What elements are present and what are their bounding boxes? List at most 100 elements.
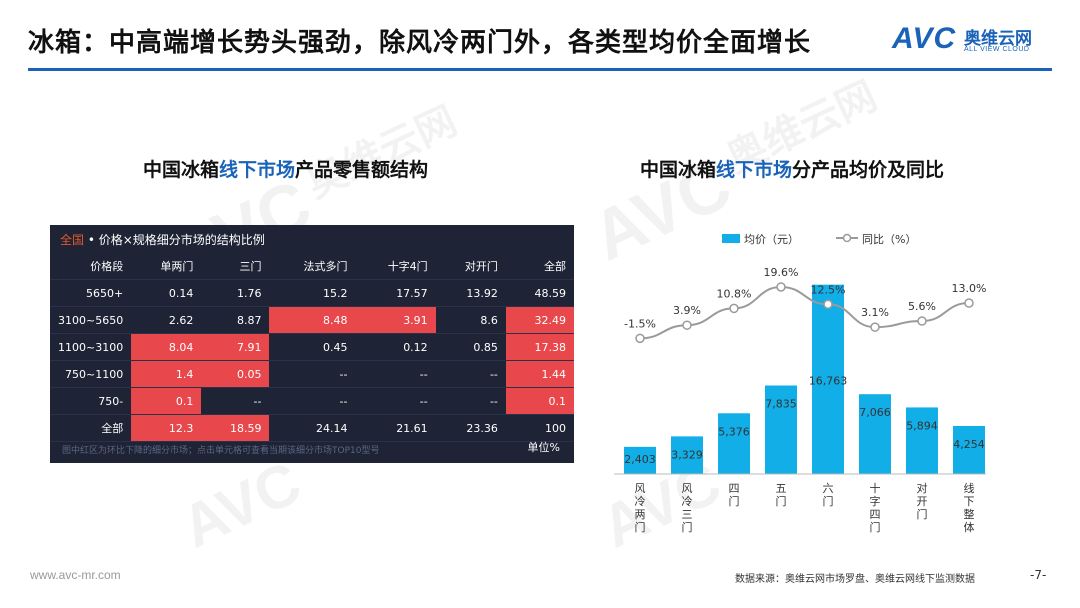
- watermark-avc-bottom-left: AVC: [171, 448, 311, 561]
- x-tick-label: 六门: [823, 482, 834, 508]
- left-section-title: 中国冰箱线下市场产品零售额结构: [143, 155, 428, 182]
- table-cell[interactable]: --: [435, 360, 506, 388]
- scope-selector[interactable]: 全国: [60, 233, 85, 247]
- yoy-data-label: -1.5%: [624, 317, 656, 330]
- column-header: 三门: [201, 253, 270, 280]
- bar-data-label: 5,376: [718, 425, 750, 438]
- legend-label-bar: 均价（元）: [744, 233, 799, 246]
- table-cell[interactable]: 8.6: [435, 306, 506, 334]
- yoy-marker[interactable]: [870, 322, 880, 332]
- right-title-post: 分产品均价及同比: [792, 159, 945, 181]
- table-cell[interactable]: --: [435, 387, 506, 415]
- bar[interactable]: [671, 436, 703, 474]
- table-cell[interactable]: 100: [505, 414, 574, 442]
- bar[interactable]: [765, 385, 797, 474]
- bar-data-label: 16,763: [809, 375, 848, 388]
- table-cell[interactable]: 0.05: [201, 360, 270, 388]
- bar[interactable]: [906, 407, 938, 474]
- table-cell[interactable]: 1.44: [505, 360, 574, 388]
- left-title-highlight: 线下市场: [219, 159, 296, 181]
- yoy-data-label: 3.9%: [673, 304, 701, 317]
- table-header-row: 价格段 单两门 三门 法式多门 十字4门 对开门 全部: [50, 253, 574, 280]
- site-url[interactable]: www.avc-mr.com: [30, 568, 121, 582]
- x-tick-label: 四门: [729, 482, 740, 508]
- yoy-marker[interactable]: [776, 282, 786, 292]
- logo-avc-text: AVC: [892, 22, 957, 55]
- yoy-marker[interactable]: [964, 298, 974, 308]
- table-cell[interactable]: --: [355, 360, 436, 388]
- structure-table: 价格段 单两门 三门 法式多门 十字4门 对开门 全部 5650+ 0.14 1.7…: [50, 253, 574, 442]
- slide-title: 冰箱：中高端增长势头强劲，除风冷两门外，各类型均价全面增长: [28, 28, 812, 58]
- table-cell[interactable]: 0.14: [131, 279, 202, 307]
- x-tick-label: 对开门: [917, 481, 928, 521]
- table-cell[interactable]: --: [269, 387, 356, 415]
- table-cell[interactable]: 8.04: [131, 333, 202, 361]
- table-cell[interactable]: --: [355, 387, 436, 415]
- yoy-data-label: 3.1%: [861, 306, 889, 319]
- table-cell[interactable]: 0.1: [131, 387, 202, 415]
- right-section-title: 中国冰箱线下市场分产品均价及同比: [640, 155, 944, 182]
- table-row: 750- 0.1 -- -- -- -- 0.1: [50, 387, 574, 415]
- legend-marker: [842, 233, 852, 243]
- yoy-marker[interactable]: [682, 320, 692, 330]
- table-row: 5650+ 0.14 1.76 15.2 17.57 13.92 48.59: [50, 279, 574, 307]
- table-cell[interactable]: 18.59: [201, 414, 270, 442]
- column-header: 价格段: [50, 253, 132, 280]
- watermark-cn-left: 奥维云网: [299, 98, 464, 207]
- table-cell[interactable]: --: [269, 360, 356, 388]
- table-cell[interactable]: 1.76: [201, 279, 270, 307]
- row-label: 750-: [50, 387, 132, 415]
- row-label: 3100~5650: [50, 306, 132, 334]
- table-cell[interactable]: 0.1: [505, 387, 574, 415]
- table-cell[interactable]: 24.14: [269, 414, 356, 442]
- table-cell[interactable]: 13.92: [435, 279, 506, 307]
- table-cell[interactable]: 21.61: [355, 414, 436, 442]
- right-title-pre: 中国冰箱: [640, 159, 717, 181]
- bar[interactable]: [953, 425, 985, 474]
- table-cell[interactable]: 8.48: [269, 306, 356, 334]
- table-cell[interactable]: 0.85: [435, 333, 506, 361]
- bar[interactable]: [718, 413, 750, 474]
- table-cell[interactable]: 17.38: [505, 333, 574, 361]
- table-cell[interactable]: 17.57: [355, 279, 436, 307]
- table-cell[interactable]: 15.2: [269, 279, 356, 307]
- x-tick-label: 十字四门: [870, 481, 881, 534]
- table-cell[interactable]: 1.4: [131, 360, 202, 388]
- column-header: 法式多门: [269, 253, 356, 280]
- right-title-highlight: 线下市场: [716, 159, 793, 181]
- column-header: 单两门: [131, 253, 202, 280]
- table-cell[interactable]: 3.91: [355, 306, 436, 334]
- table-cell[interactable]: 23.36: [435, 414, 506, 442]
- row-label: 5650+: [50, 279, 132, 307]
- table-cell[interactable]: 7.91: [201, 333, 270, 361]
- table-cell[interactable]: 0.45: [269, 333, 356, 361]
- yoy-data-label: 13.0%: [952, 282, 987, 295]
- table-row: 3100~5650 2.62 8.87 8.48 3.91 8.6 32.49: [50, 306, 574, 334]
- row-label: 1100~3100: [50, 333, 132, 361]
- yoy-marker[interactable]: [635, 333, 645, 344]
- column-header: 对开门: [435, 253, 506, 280]
- yoy-marker[interactable]: [823, 299, 833, 310]
- table-cell[interactable]: 0.12: [355, 333, 436, 361]
- page-number: -7-: [1030, 568, 1047, 582]
- x-tick-label: 风冷三门: [682, 482, 693, 534]
- left-title-pre: 中国冰箱: [143, 159, 220, 181]
- left-title-post: 产品零售额结构: [295, 159, 429, 181]
- yoy-data-label: 5.6%: [908, 300, 936, 313]
- column-header: 全部: [505, 253, 574, 280]
- yoy-marker[interactable]: [917, 316, 927, 326]
- table-cell[interactable]: 2.62: [131, 306, 202, 334]
- bar[interactable]: [812, 284, 844, 474]
- table-cell[interactable]: 48.59: [505, 279, 574, 307]
- avg-price-chart: 均价（元） 同比（%） 2,403 3,329 5,376 7,835 16,763 7,06…: [614, 233, 987, 534]
- table-cell[interactable]: 32.49: [505, 306, 574, 334]
- yoy-marker[interactable]: [729, 303, 739, 314]
- table-cell[interactable]: --: [201, 387, 270, 415]
- logo-cn-text: 奥维云网: [964, 29, 1032, 49]
- bar[interactable]: [624, 446, 656, 474]
- table-cell[interactable]: 8.87: [201, 306, 270, 334]
- table-cell[interactable]: 12.3: [131, 414, 202, 442]
- avc-logo: AVC 奥维云网 ALL VIEW CLOUD: [892, 22, 1062, 58]
- bar[interactable]: [859, 394, 891, 474]
- legend-label-line: 同比（%）: [862, 233, 916, 246]
